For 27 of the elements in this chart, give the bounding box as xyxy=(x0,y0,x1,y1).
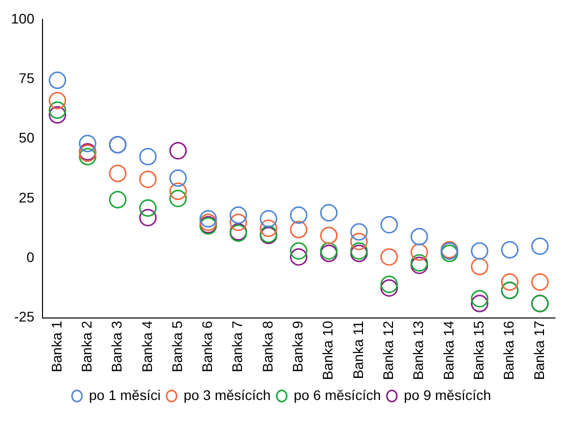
legend-label: po 1 měsíci xyxy=(88,386,161,403)
x-tick-label: Banka 2 xyxy=(78,320,94,372)
x-tick-label: Banka 1 xyxy=(48,320,64,372)
x-tick-label: Banka 17 xyxy=(530,320,547,380)
x-tick-label: Banka 16 xyxy=(500,320,517,380)
x-tick-label: Banka 10 xyxy=(320,320,336,380)
y-tick-label: 0 xyxy=(26,249,35,266)
x-tick-label: Banka 15 xyxy=(470,320,486,380)
legend-label: po 3 měsících xyxy=(184,386,271,403)
x-tick-label: Banka 5 xyxy=(168,320,185,372)
x-tick-label: Banka 13 xyxy=(410,320,426,380)
legend-label: po 6 měsících xyxy=(294,386,381,403)
y-tick-label: 100 xyxy=(11,10,35,26)
y-tick-label: -25 xyxy=(14,308,35,325)
y-tick-label: 50 xyxy=(18,130,35,146)
x-tick-label: Banka 6 xyxy=(199,320,216,372)
x-tick-label: Banka 4 xyxy=(138,320,155,372)
y-tick-label: 25 xyxy=(18,189,35,206)
x-tick-label: Banka 3 xyxy=(108,320,125,372)
y-tick-label: 75 xyxy=(18,70,35,86)
x-tick-label: Banka 14 xyxy=(440,320,456,380)
x-tick-label: Banka 9 xyxy=(290,320,306,372)
legend-label: po 9 měsících xyxy=(404,386,492,403)
x-tick-label: Banka 11 xyxy=(350,320,366,379)
x-tick-label: Banka 7 xyxy=(229,320,246,372)
x-tick-label: Banka 12 xyxy=(380,320,396,380)
x-tick-label: Banka 8 xyxy=(259,320,276,372)
